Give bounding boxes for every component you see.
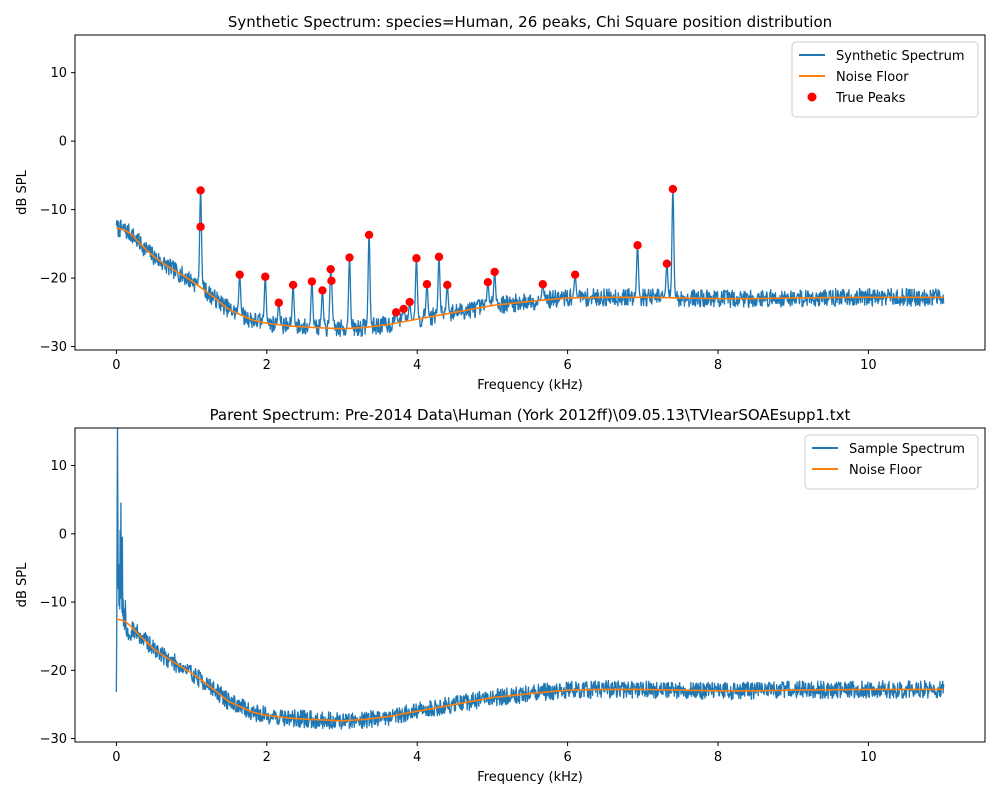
x-tick-label: 4 <box>413 358 421 373</box>
peak-point <box>345 253 354 262</box>
peak-point <box>274 298 284 307</box>
peak-point <box>364 230 374 240</box>
peak-point <box>633 241 642 250</box>
peak-point <box>288 280 298 290</box>
legend-label: Synthetic Spectrum <box>836 49 965 64</box>
x-tick-label: 2 <box>263 358 271 373</box>
plot-area <box>115 184 945 338</box>
peak-point <box>412 254 421 263</box>
y-tick-label: −10 <box>40 596 67 611</box>
peak-point <box>318 286 327 295</box>
legend-marker-true-peaks <box>807 92 817 102</box>
x-axis-label: Frequency (kHz) <box>477 378 583 393</box>
x-tick-label: 0 <box>112 358 120 373</box>
peak-point <box>261 272 270 281</box>
chart-title: Synthetic Spectrum: species=Human, 26 pe… <box>228 13 832 31</box>
y-tick-label: −30 <box>40 340 67 355</box>
legend-label: Sample Spectrum <box>849 442 965 457</box>
x-tick-label: 0 <box>112 750 120 765</box>
y-tick-label: 10 <box>50 459 67 474</box>
x-tick-label: 8 <box>714 358 722 373</box>
x-tick-label: 2 <box>263 750 271 765</box>
x-tick-label: 8 <box>714 750 722 765</box>
y-tick-label: −20 <box>40 664 67 679</box>
legend-box <box>791 41 979 118</box>
plot-frame <box>74 34 986 351</box>
peak-point <box>668 184 678 194</box>
peak-point <box>538 280 547 289</box>
peak-point <box>570 270 580 279</box>
y-tick-label: −10 <box>40 203 67 218</box>
y-tick-label: 10 <box>50 66 67 81</box>
peak-point <box>196 222 205 231</box>
peak-point <box>326 264 335 274</box>
legend-label: Noise Floor <box>836 70 909 85</box>
legend-box <box>804 434 979 490</box>
legend: Sample Spectrum Noise Floor <box>804 434 979 490</box>
x-axis-label: Frequency (kHz) <box>477 770 583 785</box>
plot-area <box>115 428 945 730</box>
peak-point <box>434 252 444 262</box>
peak-point <box>490 267 499 277</box>
chart-panel-1: 0 2 4 6 8 10 −30 −20 −10 0 10 Synthetic Spectrum: s… <box>15 13 986 393</box>
x-tick-label: 6 <box>563 358 571 373</box>
x-tick-label: 10 <box>860 750 877 765</box>
peak-point <box>307 277 317 286</box>
legend-label: True Peaks <box>835 91 906 106</box>
y-axis-label: dB SPL <box>15 562 30 607</box>
legend-label: Noise Floor <box>849 463 922 478</box>
chart-panel-2: 0 2 4 6 8 10 −30 −20 −10 0 10 Parent Spectrum: Pre-… <box>15 406 986 785</box>
peak-point <box>422 280 432 289</box>
peak-point <box>196 186 205 195</box>
chart-title: Parent Spectrum: Pre-2014 Data\Human (Yo… <box>210 406 851 424</box>
series-line-noise-floor <box>116 618 944 722</box>
y-tick-label: 0 <box>59 135 67 150</box>
series-line-noise-floor <box>116 227 944 330</box>
peak-point <box>327 276 336 286</box>
legend: Synthetic Spectrum Noise Floor True Peaks <box>791 41 979 118</box>
peak-point <box>443 280 452 290</box>
peak-point <box>399 304 408 314</box>
peak-point <box>662 259 672 268</box>
peak-point <box>391 308 401 317</box>
y-tick-label: 0 <box>59 527 67 542</box>
x-tick-label: 10 <box>860 358 877 373</box>
y-tick-label: −20 <box>40 272 67 287</box>
peak-point <box>483 278 493 287</box>
x-tick-label: 4 <box>413 750 421 765</box>
peak-point <box>405 297 414 307</box>
x-tick-label: 6 <box>563 750 571 765</box>
peak-point <box>235 270 244 279</box>
y-tick-label: −30 <box>40 732 67 747</box>
plot-frame <box>74 427 986 743</box>
y-axis-label: dB SPL <box>15 169 30 214</box>
